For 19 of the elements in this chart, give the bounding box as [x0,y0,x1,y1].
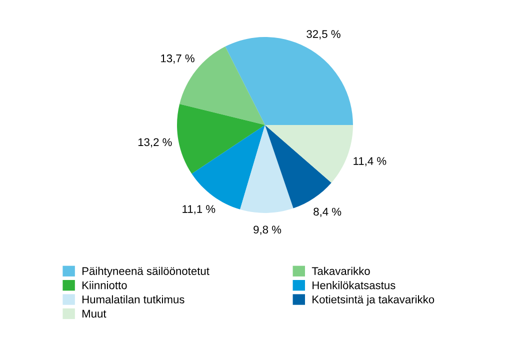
pie-slice [240,125,294,213]
pie-slice [265,125,332,208]
legend-label: Muut [82,310,106,318]
legend-label: Kotietsintä ja takavarikko [312,295,434,306]
data-label: 8,4 % [314,208,342,217]
legend-label: Päihtyneenä säilöönotetut [82,266,210,278]
data-label: 13,7 % [161,54,194,64]
legend-label: Humalatilan tutkimus [82,295,184,304]
pie-slice [180,46,265,125]
data-label: 32,5 % [306,30,340,40]
legend-label: Kiinniotto [82,281,127,290]
pie-slice [177,104,265,174]
legend-label: Henkilökatsastus [312,281,396,290]
data-label: 11,4 % [354,157,386,166]
legend-label: Takavarikko [312,266,370,276]
data-label: 11,1 % [182,205,216,214]
data-label: 9,8 % [254,226,282,235]
pie-slice [265,125,353,183]
data-label: 13,2 % [138,138,172,148]
